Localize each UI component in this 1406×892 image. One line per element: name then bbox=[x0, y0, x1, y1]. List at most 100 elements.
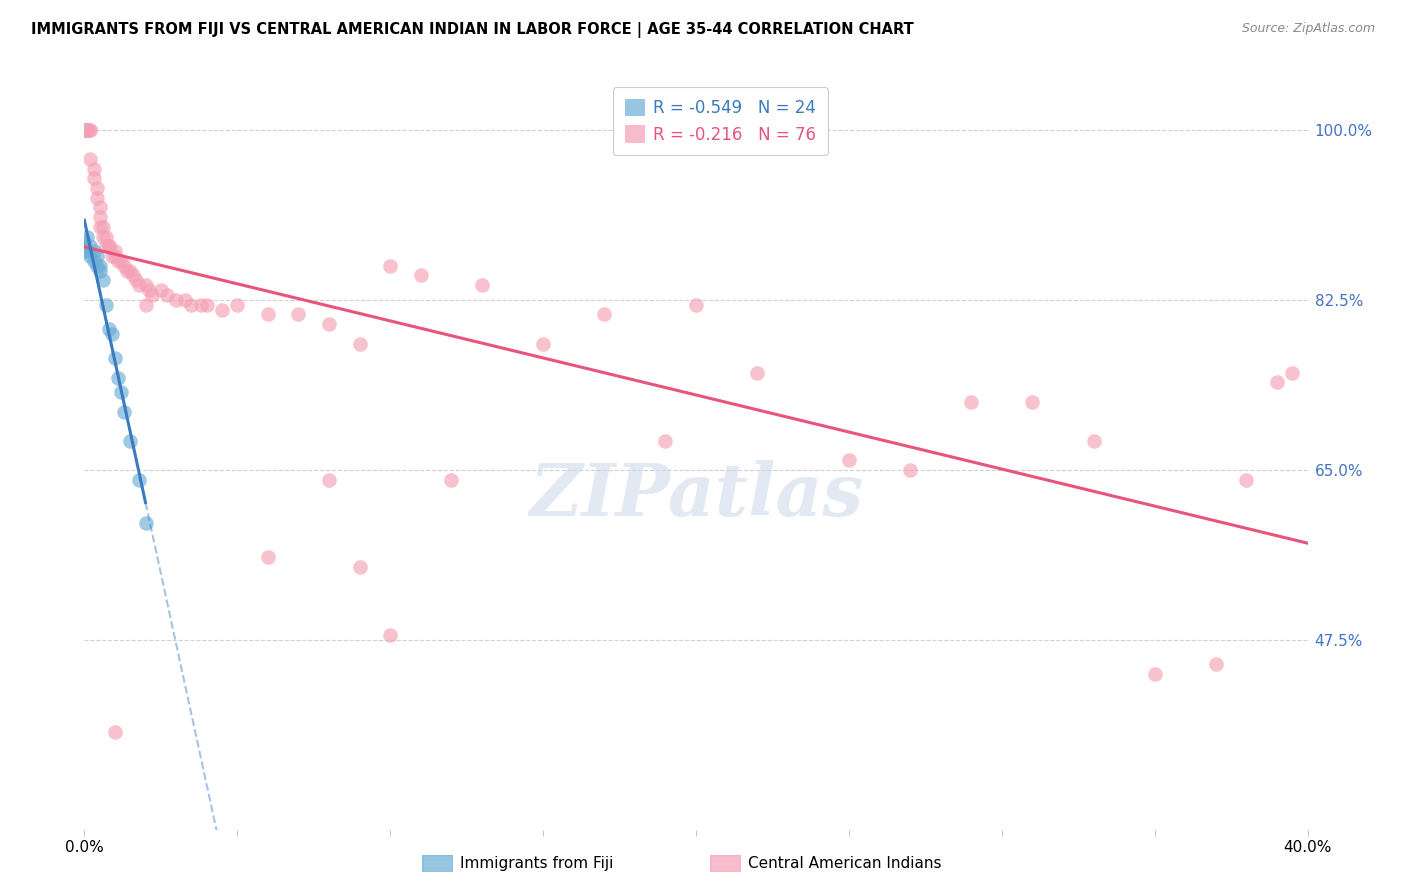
Point bbox=[89, 201, 111, 215]
Point bbox=[226, 298, 249, 312]
Point bbox=[128, 473, 150, 487]
Point bbox=[1236, 473, 1258, 487]
Point bbox=[73, 244, 96, 259]
Point bbox=[97, 239, 120, 253]
Point bbox=[76, 244, 98, 259]
Point bbox=[180, 298, 202, 312]
Point bbox=[76, 122, 98, 136]
Point bbox=[349, 560, 371, 574]
Point bbox=[122, 268, 145, 283]
Point bbox=[104, 351, 127, 365]
Point bbox=[73, 235, 96, 249]
Point bbox=[380, 628, 402, 642]
Point bbox=[104, 725, 127, 739]
Point bbox=[76, 122, 98, 136]
Point bbox=[128, 278, 150, 293]
Point bbox=[115, 263, 138, 277]
Point bbox=[94, 229, 117, 244]
Point bbox=[79, 239, 101, 253]
Point bbox=[747, 366, 769, 380]
Point bbox=[149, 283, 172, 297]
Point bbox=[83, 254, 105, 268]
Point bbox=[94, 298, 117, 312]
Point bbox=[141, 288, 163, 302]
Point bbox=[104, 244, 127, 259]
Point bbox=[195, 298, 218, 312]
Point bbox=[107, 254, 129, 268]
Point bbox=[156, 288, 179, 302]
Point bbox=[685, 298, 707, 312]
Point bbox=[86, 191, 108, 205]
Point bbox=[97, 239, 120, 253]
Point bbox=[318, 473, 340, 487]
Point bbox=[73, 122, 96, 136]
Point bbox=[349, 336, 371, 351]
Text: Source: ZipAtlas.com: Source: ZipAtlas.com bbox=[1241, 22, 1375, 36]
Point bbox=[83, 244, 105, 259]
Point bbox=[110, 385, 132, 400]
Point bbox=[165, 293, 187, 307]
Point bbox=[654, 434, 676, 448]
Point bbox=[1265, 376, 1288, 390]
Point bbox=[79, 122, 101, 136]
Point bbox=[83, 161, 105, 176]
Point bbox=[838, 453, 860, 467]
Point bbox=[86, 259, 108, 273]
Text: Central American Indians: Central American Indians bbox=[748, 856, 942, 871]
Text: ZIPatlas: ZIPatlas bbox=[529, 460, 863, 532]
Point bbox=[1281, 366, 1303, 380]
Point bbox=[135, 516, 157, 531]
Point bbox=[471, 278, 494, 293]
Point bbox=[174, 293, 197, 307]
Point bbox=[318, 317, 340, 331]
Point bbox=[120, 263, 142, 277]
Point bbox=[101, 249, 124, 263]
Legend: R = -0.549   N = 24, R = -0.216   N = 76: R = -0.549 N = 24, R = -0.216 N = 76 bbox=[613, 87, 828, 155]
Point bbox=[79, 152, 101, 166]
Point bbox=[94, 239, 117, 253]
Point bbox=[1083, 434, 1105, 448]
Point bbox=[112, 404, 135, 418]
Point bbox=[73, 122, 96, 136]
Point bbox=[138, 283, 160, 297]
Point bbox=[125, 273, 148, 287]
Point bbox=[101, 326, 124, 341]
Point bbox=[409, 268, 432, 283]
Point bbox=[211, 302, 233, 317]
Point bbox=[91, 219, 114, 234]
Point bbox=[97, 322, 120, 336]
Point bbox=[110, 254, 132, 268]
Point bbox=[76, 122, 98, 136]
Point bbox=[257, 550, 280, 565]
Point bbox=[86, 181, 108, 195]
Point bbox=[190, 298, 212, 312]
Point bbox=[287, 307, 309, 321]
Point bbox=[79, 122, 101, 136]
Point bbox=[1205, 657, 1227, 672]
Point bbox=[76, 229, 98, 244]
Point bbox=[86, 249, 108, 263]
Point bbox=[79, 249, 101, 263]
Point bbox=[73, 239, 96, 253]
Text: Immigrants from Fiji: Immigrants from Fiji bbox=[460, 856, 613, 871]
Point bbox=[73, 122, 96, 136]
Point bbox=[107, 370, 129, 384]
Point bbox=[380, 259, 402, 273]
Point bbox=[898, 463, 921, 477]
Point bbox=[135, 278, 157, 293]
Point bbox=[112, 259, 135, 273]
Point bbox=[89, 259, 111, 273]
Point bbox=[89, 263, 111, 277]
Point bbox=[257, 307, 280, 321]
Point bbox=[73, 122, 96, 136]
Text: IMMIGRANTS FROM FIJI VS CENTRAL AMERICAN INDIAN IN LABOR FORCE | AGE 35-44 CORRE: IMMIGRANTS FROM FIJI VS CENTRAL AMERICAN… bbox=[31, 22, 914, 38]
Point bbox=[135, 298, 157, 312]
Point bbox=[73, 122, 96, 136]
Point bbox=[91, 229, 114, 244]
Point bbox=[1143, 667, 1166, 681]
Point bbox=[89, 219, 111, 234]
Point bbox=[960, 395, 983, 409]
Point bbox=[1021, 395, 1043, 409]
Point bbox=[120, 434, 142, 448]
Point bbox=[83, 171, 105, 186]
